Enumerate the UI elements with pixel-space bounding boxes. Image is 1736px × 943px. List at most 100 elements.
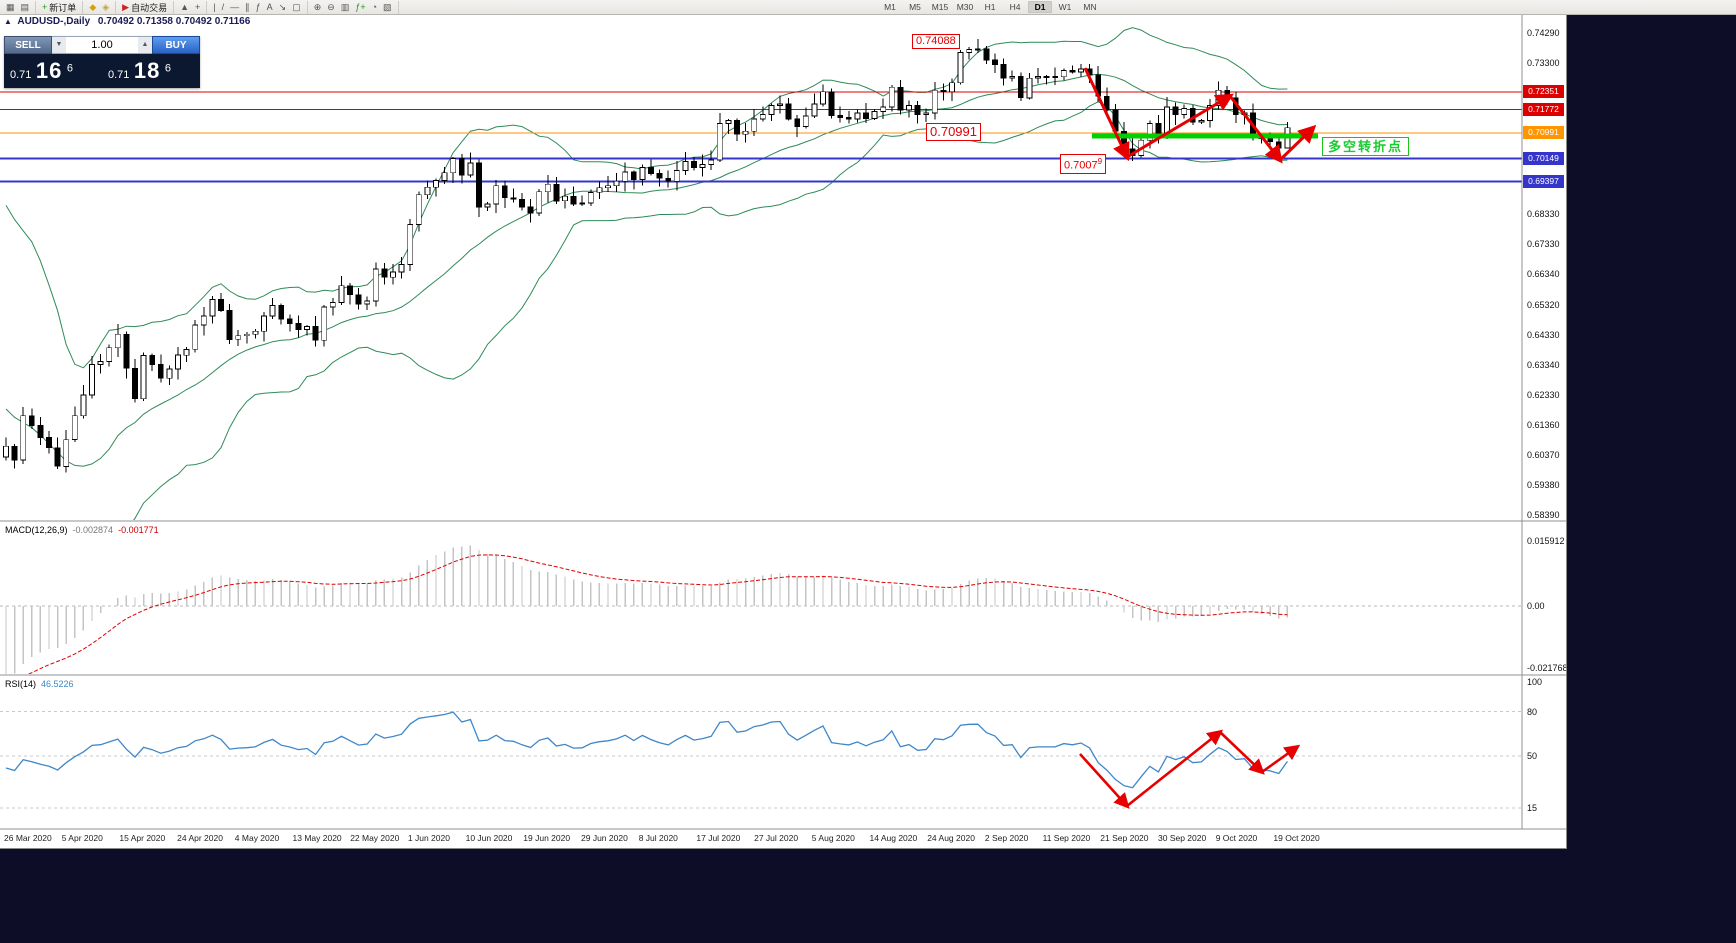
chart-symbol-period: AUDUSD-,Daily	[17, 16, 91, 27]
time-axis-label: 19 Jun 2020	[523, 833, 571, 843]
time-axis-label: 1 Jun 2020	[407, 833, 450, 843]
sell-button[interactable]: SELL	[4, 36, 52, 54]
time-axis-label: 15 Apr 2020	[119, 833, 166, 843]
toolbar-group: | / — ∥ ƒ A ↘ ▢	[207, 0, 308, 14]
zoom-in-icon: ⊕	[313, 2, 322, 12]
chart-profiles-icon-button[interactable]: ▤	[19, 1, 32, 13]
bollinger-lower-band	[133, 101, 1288, 520]
rsi-line	[5, 711, 1288, 789]
price-scale-label: 0.59380	[1527, 479, 1560, 490]
timeframe-button-w1[interactable]: W1	[1058, 2, 1072, 12]
bid-prefix: 0.71	[10, 69, 32, 81]
channel-tool-icon-button[interactable]: ∥	[243, 1, 252, 13]
rsi-name: RSI(14)	[5, 679, 37, 689]
price-scale-label: 0.67330	[1527, 238, 1560, 249]
timeframe-button-h1[interactable]: H1	[984, 2, 996, 12]
price-level-badge: 0.72351	[1523, 85, 1564, 99]
shapes-tool-icon-button[interactable]: ▢	[290, 1, 303, 13]
trough-price-pipette: 9	[1097, 157, 1103, 166]
time-axis-label: 17 Jul 2020	[696, 833, 741, 843]
templates-icon-button[interactable]: ▧	[381, 1, 394, 13]
timeframe-button-d1[interactable]: D1	[1028, 1, 1052, 13]
text-tool-icon-button[interactable]: A	[265, 1, 275, 13]
arrows-tool-icon: ↘	[278, 2, 287, 12]
timeframe-button-mn[interactable]: MN	[1083, 2, 1097, 12]
price-scale-label: 0.64330	[1527, 329, 1560, 340]
periods-icon-button[interactable]: ◔	[370, 1, 379, 13]
cursor-icon: ▲	[180, 2, 190, 12]
market-watch-icon-button[interactable]: ◆	[87, 1, 98, 13]
macd-histogram	[5, 545, 1289, 674]
vertical-line-tool-icon-button[interactable]: |	[211, 1, 217, 13]
chart-window: ▲ AUDUSD-,Daily 0.70492 0.71358 0.70492 …	[0, 14, 1567, 849]
price-scale-label: 0.66340	[1527, 268, 1560, 279]
auto-trading-icon: ▶	[122, 2, 130, 12]
price-scale-label: 0.73300	[1527, 58, 1560, 68]
zoom-out-icon: ⊖	[327, 2, 335, 12]
price-scale-label: 0.60370	[1527, 449, 1560, 460]
shapes-tool-icon: ▢	[292, 2, 301, 12]
trendline-tool-icon-button[interactable]: /	[220, 1, 227, 13]
time-axis-label: 2 Sep 2020	[984, 833, 1029, 843]
zoom-in-icon-button[interactable]: ⊕	[312, 1, 324, 13]
fibonacci-tool-icon-button[interactable]: ƒ	[254, 1, 263, 13]
crosshair-icon-button[interactable]: +	[193, 1, 202, 13]
new-order-icon: +	[42, 2, 48, 12]
price-scale-label: 0.68330	[1527, 208, 1560, 219]
horizontal-line-tool-icon-button[interactable]: —	[228, 1, 241, 13]
auto-trading-button[interactable]: ▶ 自动交易	[120, 1, 169, 13]
time-axis-label: 10 Jun 2020	[465, 833, 513, 843]
time-axis-label: 8 Jul 2020	[638, 833, 678, 843]
time-axis-label: 14 Aug 2020	[869, 833, 918, 843]
timeframe-button-m30[interactable]: M30	[956, 2, 974, 12]
rsi-trend-arrows[interactable]	[1079, 729, 1301, 809]
tile-windows-icon-button[interactable]: ▥	[339, 1, 352, 13]
macd-name: MACD(12,26,9)	[5, 525, 68, 535]
toolbar-group: ⊕ ⊖ ▥ ƒ+ ◔ ▧	[308, 0, 399, 14]
one-click-collapse-arrow[interactable]: ▲	[4, 17, 12, 26]
cursor-icon-button[interactable]: ▲	[178, 1, 191, 13]
macd-scale-label: 0.00	[1527, 601, 1545, 611]
buy-button[interactable]: BUY	[152, 36, 200, 54]
market-watch-icon: ◆	[89, 2, 97, 12]
indicators-list-icon-button[interactable]: ƒ+	[353, 1, 367, 13]
time-axis-label: 27 Jul 2020	[754, 833, 799, 843]
annotation-turning-point[interactable]: 多空转折点	[1322, 137, 1410, 156]
timeframe-button-m15[interactable]: M15	[931, 2, 949, 12]
time-axis-label: 19 Oct 2020	[1273, 833, 1320, 843]
chart-canvas[interactable]	[0, 14, 1566, 848]
channel-tool-icon: ∥	[245, 2, 250, 12]
price-level-badge: 0.71772	[1523, 102, 1564, 116]
macd-signal-line	[27, 554, 1288, 674]
toolbar-group: ◆ ◈	[83, 0, 117, 14]
workspace-background: ▲ AUDUSD-,Daily 0.70492 0.71358 0.70492 …	[0, 14, 1736, 943]
ask-price: 0.71 18 6	[102, 58, 200, 84]
zoom-out-icon-button[interactable]: ⊖	[325, 1, 337, 13]
new-order-button[interactable]: + 新订单	[40, 1, 78, 13]
new-chart-icon-button[interactable]: ▦	[4, 1, 17, 13]
volume-increase-button[interactable]: ▲	[138, 37, 152, 53]
macd-plot	[0, 545, 1522, 674]
arrows-tool-icon-button[interactable]: ↘	[277, 1, 289, 13]
time-axis-label: 24 Apr 2020	[177, 833, 223, 843]
volume-decrease-button[interactable]: ▼	[52, 37, 66, 53]
annotation-trough-price[interactable]: 0.70079	[1060, 154, 1107, 174]
time-axis-label: 9 Oct 2020	[1215, 833, 1258, 843]
bid-price: 0.71 16 6	[4, 58, 102, 84]
horizontal-line-tool-icon: —	[230, 2, 240, 12]
price-plot	[0, 27, 1522, 520]
volume-value[interactable]: 1.00	[91, 39, 113, 51]
timeframe-button-m5[interactable]: M5	[909, 2, 921, 12]
auto-trading-label: 自动交易	[131, 2, 168, 13]
toolbar-group: ▲ +	[174, 0, 208, 14]
timeframe-button-h4[interactable]: H4	[1009, 2, 1021, 12]
price-level-badge: 0.70991	[1523, 126, 1564, 140]
navigator-icon: ◈	[102, 2, 110, 12]
navigator-icon-button[interactable]: ◈	[100, 1, 111, 13]
annotation-peak-price[interactable]: 0.74088	[912, 34, 960, 49]
templates-icon: ▧	[383, 2, 392, 12]
bid-pipette: 6	[66, 62, 73, 75]
trend-arrows[interactable]	[1083, 67, 1317, 164]
annotation-pivot-price[interactable]: 0.70991	[926, 123, 981, 141]
timeframe-button-m1[interactable]: M1	[884, 2, 896, 12]
